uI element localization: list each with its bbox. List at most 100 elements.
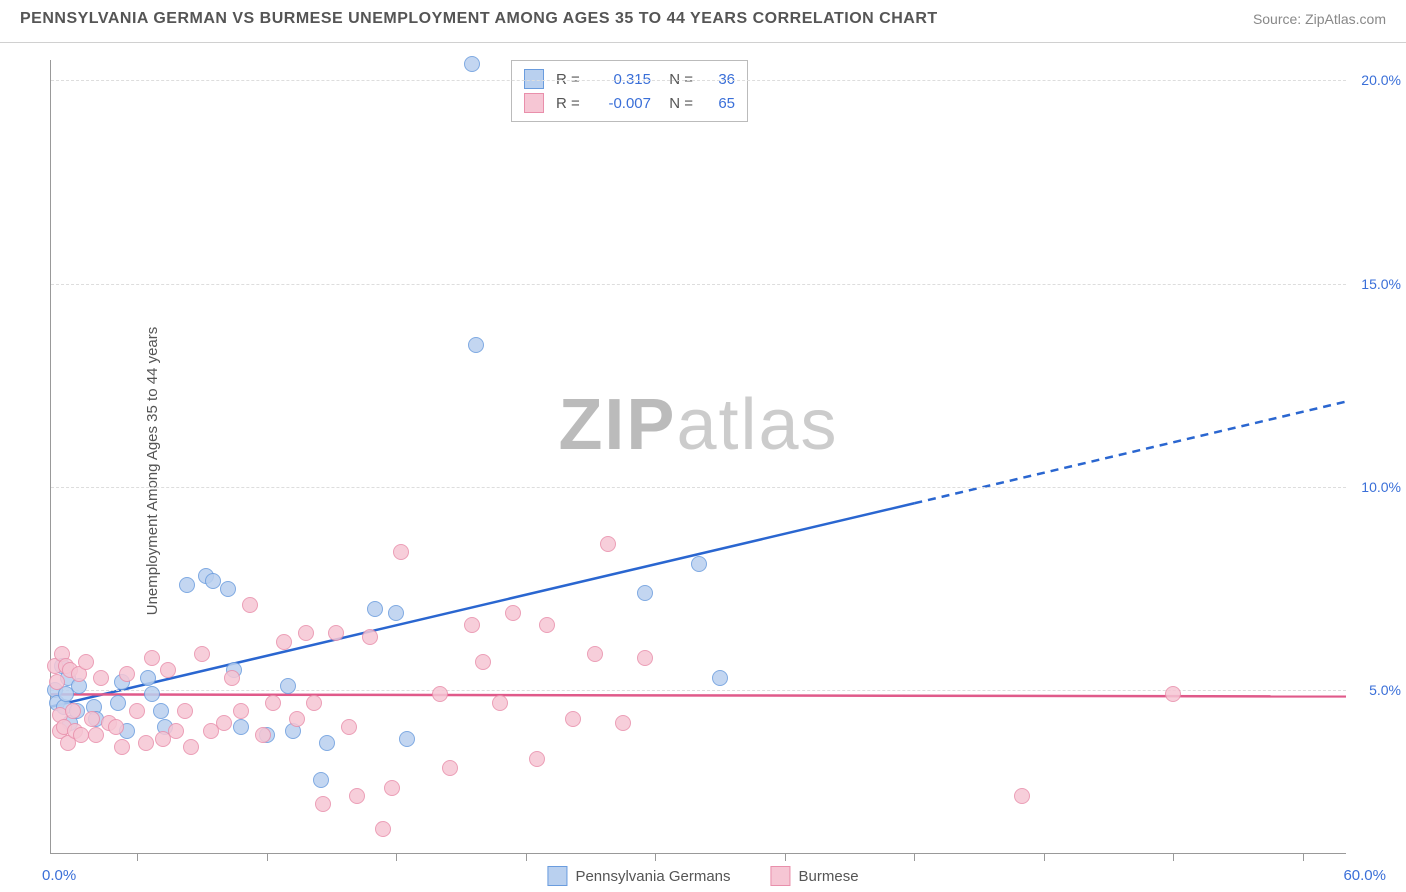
data-point (276, 634, 292, 650)
x-tick (137, 853, 138, 861)
series-legend-label: Pennsylvania Germans (575, 868, 730, 885)
legend-swatch (524, 69, 544, 89)
data-point (362, 629, 378, 645)
data-point (388, 605, 404, 621)
data-point (144, 686, 160, 702)
gridline (51, 487, 1346, 488)
legend-r-label: R = (556, 95, 584, 112)
y-tick-label: 15.0% (1361, 276, 1401, 292)
data-point (319, 735, 335, 751)
x-tick (655, 853, 656, 861)
y-tick-label: 5.0% (1369, 682, 1401, 698)
data-point (233, 719, 249, 735)
data-point (432, 686, 448, 702)
data-point (93, 670, 109, 686)
chart-area: Unemployment Among Ages 35 to 44 years Z… (0, 50, 1406, 892)
data-point (108, 719, 124, 735)
series-legend-item: Burmese (771, 866, 859, 886)
legend-row: R =-0.007N =65 (524, 91, 735, 115)
data-point (529, 751, 545, 767)
data-point (144, 650, 160, 666)
x-axis-min: 0.0% (42, 867, 76, 884)
data-point (375, 821, 391, 837)
trend-line-ext (914, 402, 1346, 504)
data-point (587, 646, 603, 662)
data-point (205, 573, 221, 589)
watermark-atlas: atlas (676, 385, 838, 465)
data-point (194, 646, 210, 662)
series-legend-item: Pennsylvania Germans (547, 866, 730, 886)
y-tick-label: 10.0% (1361, 479, 1401, 495)
data-point (255, 727, 271, 743)
data-point (160, 662, 176, 678)
series-legend: Pennsylvania Germans Burmese (547, 866, 858, 886)
data-point (712, 670, 728, 686)
data-point (313, 772, 329, 788)
data-point (298, 625, 314, 641)
series-legend-label: Burmese (799, 868, 859, 885)
data-point (1014, 788, 1030, 804)
data-point (637, 650, 653, 666)
data-point (691, 556, 707, 572)
correlation-legend: R =0.315N =36R =-0.007N =65 (511, 60, 748, 122)
data-point (341, 719, 357, 735)
plot-area: ZIPatlas R =0.315N =36R =-0.007N =65 5.0… (50, 60, 1346, 854)
data-point (464, 56, 480, 72)
x-tick (267, 853, 268, 861)
data-point (233, 703, 249, 719)
data-point (129, 703, 145, 719)
x-tick (396, 853, 397, 861)
legend-n-value: 36 (705, 71, 735, 88)
data-point (475, 654, 491, 670)
legend-n-label: N = (663, 95, 693, 112)
chart-title: PENNSYLVANIA GERMAN VS BURMESE UNEMPLOYM… (20, 10, 938, 28)
chart-header: PENNSYLVANIA GERMAN VS BURMESE UNEMPLOYM… (0, 0, 1406, 43)
data-point (1165, 686, 1181, 702)
x-tick (1173, 853, 1174, 861)
data-point (119, 666, 135, 682)
data-point (78, 654, 94, 670)
data-point (600, 536, 616, 552)
gridline (51, 690, 1346, 691)
data-point (183, 739, 199, 755)
data-point (49, 674, 65, 690)
x-axis-max: 60.0% (1343, 867, 1386, 884)
trend-line (51, 694, 1346, 696)
data-point (539, 617, 555, 633)
data-point (65, 703, 81, 719)
data-point (88, 727, 104, 743)
legend-n-label: N = (663, 71, 693, 88)
chart-source: Source: ZipAtlas.com (1253, 11, 1386, 27)
legend-n-value: 65 (705, 95, 735, 112)
trend-line (51, 503, 914, 706)
data-point (216, 715, 232, 731)
data-point (179, 577, 195, 593)
data-point (393, 544, 409, 560)
data-point (565, 711, 581, 727)
data-point (242, 597, 258, 613)
data-point (114, 739, 130, 755)
legend-r-label: R = (556, 71, 584, 88)
data-point (140, 670, 156, 686)
data-point (637, 585, 653, 601)
legend-r-value: 0.315 (596, 71, 651, 88)
data-point (168, 723, 184, 739)
data-point (367, 601, 383, 617)
x-tick (1044, 853, 1045, 861)
trend-lines (51, 60, 1346, 853)
data-point (464, 617, 480, 633)
x-tick (785, 853, 786, 861)
y-tick-label: 20.0% (1361, 72, 1401, 88)
data-point (306, 695, 322, 711)
data-point (138, 735, 154, 751)
x-tick (1303, 853, 1304, 861)
watermark: ZIPatlas (558, 384, 838, 466)
data-point (265, 695, 281, 711)
gridline (51, 80, 1346, 81)
data-point (220, 581, 236, 597)
watermark-zip: ZIP (558, 385, 676, 465)
data-point (399, 731, 415, 747)
data-point (442, 760, 458, 776)
data-point (73, 727, 89, 743)
data-point (280, 678, 296, 694)
